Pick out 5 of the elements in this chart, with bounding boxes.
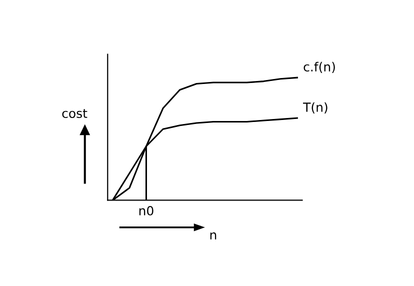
series-label: c.f(n) bbox=[304, 62, 335, 73]
series-label: T(n) bbox=[303, 102, 328, 114]
text: n0 bbox=[139, 206, 154, 216]
x-axis-title: n bbox=[210, 232, 216, 240]
y-axis-title: cost bbox=[62, 109, 88, 118]
